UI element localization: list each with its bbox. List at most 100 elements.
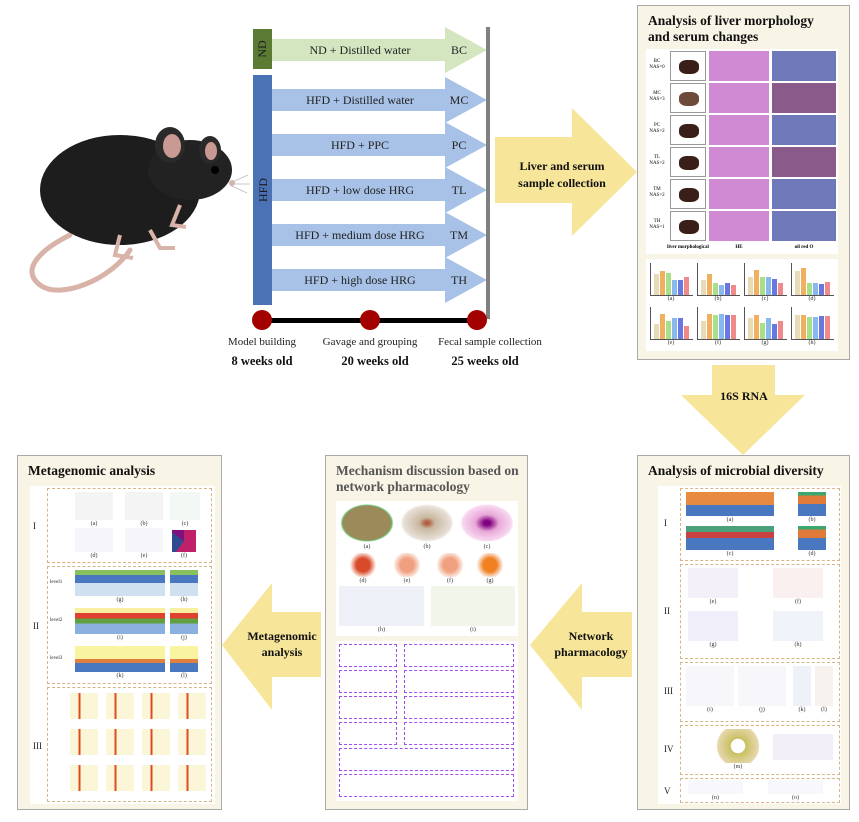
sub-figure-label: (m): [733, 764, 743, 770]
sub-figure: [459, 503, 515, 543]
liver-group-label: BC NAS=0: [646, 59, 668, 71]
serum-bar: [754, 269, 759, 295]
sub-figure: [339, 503, 395, 543]
sub-figure: [686, 666, 734, 706]
sub-figure: [431, 586, 515, 626]
figure-section: [47, 687, 212, 802]
docking-box: [339, 748, 514, 771]
docking-box: [339, 774, 514, 797]
network-figure: (a) (b) (c) (d) (e) (f) (g) (h) (i): [336, 501, 518, 636]
serum-bar: [731, 284, 736, 295]
figure-section: [47, 566, 212, 684]
chart-label: (h): [808, 340, 816, 346]
heatmap-thumbnail: [70, 693, 98, 719]
serum-bar: [795, 315, 800, 339]
sub-figure-label: (g): [486, 578, 494, 584]
sub-figure: [75, 492, 113, 520]
panel-title: Analysis of microbial diversity: [648, 463, 824, 478]
sub-figure-label: (d): [90, 553, 98, 559]
serum-bar: [772, 278, 777, 295]
figure-section: [680, 564, 840, 659]
figure-section: [680, 662, 840, 722]
he-stain-image: [709, 83, 769, 113]
serum-bar: [684, 277, 689, 295]
serum-chart: [650, 307, 693, 340]
oil-red-o-image: [772, 83, 836, 113]
arrow-label: sample collection: [518, 176, 606, 190]
arrow-network-pharmacology: [530, 583, 632, 710]
sub-figure-label: (b): [140, 521, 148, 527]
docking-box: [404, 722, 514, 745]
sub-figure: [75, 570, 165, 596]
timeline-age: 20 weeks old: [341, 354, 408, 368]
sub-figure-label: (a): [90, 521, 98, 527]
arrow-label: Metagenomic: [247, 629, 317, 643]
serum-bar: [825, 316, 830, 339]
arrow-label: Network: [569, 629, 614, 643]
serum-chart: [791, 263, 834, 296]
timeline-event: Fecal sample collection: [438, 336, 542, 348]
heatmap-thumbnail: [142, 693, 170, 719]
sub-figure: [125, 492, 163, 520]
timeline-event: Gavage and grouping: [323, 336, 418, 348]
chart-label: (d): [808, 296, 816, 302]
timeline-age: 25 weeks old: [451, 354, 518, 368]
sub-figure: [686, 492, 774, 516]
molecular-docking-figure: [336, 641, 518, 801]
heatmap-thumbnail: [178, 729, 206, 755]
sub-figure-label: (c): [726, 551, 734, 557]
arrow-16s-rna: [681, 365, 805, 455]
serum-bar: [654, 324, 659, 339]
liver-analysis-panel: Analysis of liver morphology and serum c…: [637, 5, 850, 360]
sub-figure-label: (j): [759, 707, 765, 713]
sub-figure: [344, 553, 382, 577]
serum-bar: [748, 277, 753, 295]
heatmap-thumbnail: [178, 693, 206, 719]
chart-label: (c): [761, 296, 769, 302]
sub-figure: [688, 611, 738, 641]
arrow-label: 16S RNA: [720, 389, 768, 403]
section-numeral: IV: [664, 744, 674, 754]
nas-score: NAS=1: [649, 225, 665, 230]
figure-section: [680, 778, 840, 803]
sub-figure-label: (g): [709, 642, 717, 648]
sub-figure-label: (c): [181, 521, 189, 527]
serum-bar: [719, 284, 724, 295]
group-code: MC: [450, 93, 469, 107]
sub-figure: [399, 503, 455, 543]
sub-figure: [172, 530, 196, 552]
group-code: TL: [452, 183, 467, 197]
timeline-dot: [252, 310, 272, 330]
serum-chart: [744, 263, 787, 296]
figure-section: [47, 488, 212, 563]
serum-chart: [650, 263, 693, 296]
he-stain-image: [709, 211, 769, 241]
serum-bar: [748, 318, 753, 339]
arrow-liver-serum: [495, 108, 637, 236]
docking-box: [339, 670, 397, 693]
serum-bar: [707, 274, 712, 295]
serum-bar: [766, 277, 771, 295]
serum-chart: [791, 307, 834, 340]
panel-title: Metagenomic analysis: [28, 463, 156, 478]
sub-figure: [798, 492, 826, 516]
sub-figure-label: (h): [180, 597, 188, 603]
sub-figure-label: (d): [808, 551, 816, 557]
group-arrow: [272, 77, 487, 123]
serum-bar: [684, 325, 689, 339]
serum-bar-charts: (a) (b) (c) (d) (e) (f) (g) (h): [646, 259, 838, 351]
nas-score: NAS=2: [649, 161, 665, 166]
sub-figure-label: (d): [359, 578, 367, 584]
sub-figure-label: (k): [798, 707, 806, 713]
sub-figure-label: (f): [795, 599, 801, 605]
serum-bar: [760, 322, 765, 339]
arrow-label: Liver and serum: [519, 159, 604, 173]
liver-group-label: MC NAS=3: [646, 91, 668, 103]
group-arrow: [272, 167, 487, 213]
serum-bar: [725, 283, 730, 295]
sub-figure: [388, 553, 426, 577]
sub-figure-label: (f): [447, 578, 453, 584]
group-treatment: HFD + PPC: [331, 138, 389, 152]
sub-figure: [75, 646, 165, 672]
sub-figure-label: (b): [423, 544, 431, 550]
